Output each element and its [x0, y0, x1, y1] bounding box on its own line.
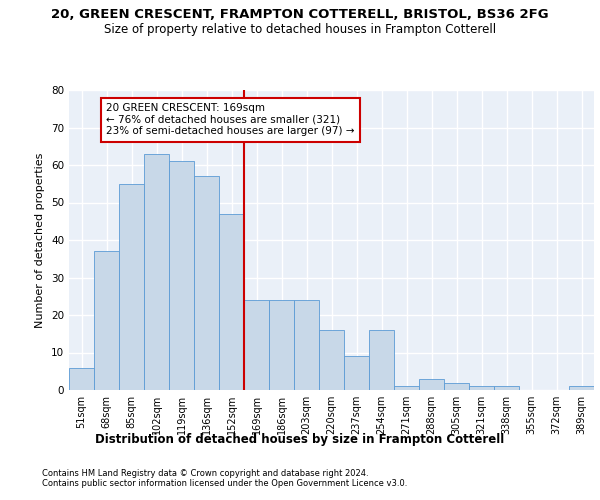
Bar [394, 386, 419, 390]
Bar [569, 386, 594, 390]
Bar [219, 214, 244, 390]
Bar [269, 300, 294, 390]
Bar [344, 356, 369, 390]
Bar [369, 330, 394, 390]
Bar [94, 251, 119, 390]
Bar [119, 184, 144, 390]
Text: Size of property relative to detached houses in Frampton Cotterell: Size of property relative to detached ho… [104, 22, 496, 36]
Bar [319, 330, 344, 390]
Bar [244, 300, 269, 390]
Text: 20 GREEN CRESCENT: 169sqm
← 76% of detached houses are smaller (321)
23% of semi: 20 GREEN CRESCENT: 169sqm ← 76% of detac… [107, 103, 355, 136]
Bar [444, 382, 469, 390]
Text: Distribution of detached houses by size in Frampton Cotterell: Distribution of detached houses by size … [95, 432, 505, 446]
Text: 20, GREEN CRESCENT, FRAMPTON COTTERELL, BRISTOL, BS36 2FG: 20, GREEN CRESCENT, FRAMPTON COTTERELL, … [51, 8, 549, 20]
Text: Contains HM Land Registry data © Crown copyright and database right 2024.: Contains HM Land Registry data © Crown c… [42, 468, 368, 477]
Bar [194, 176, 219, 390]
Text: Contains public sector information licensed under the Open Government Licence v3: Contains public sector information licen… [42, 478, 407, 488]
Bar [469, 386, 494, 390]
Y-axis label: Number of detached properties: Number of detached properties [35, 152, 46, 328]
Bar [169, 161, 194, 390]
Bar [294, 300, 319, 390]
Bar [494, 386, 519, 390]
Bar [144, 154, 169, 390]
Bar [69, 368, 94, 390]
Bar [419, 379, 444, 390]
